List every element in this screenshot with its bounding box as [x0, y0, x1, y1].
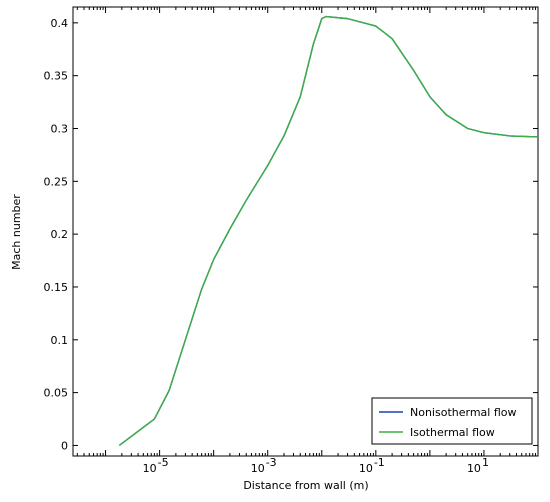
y-tick-label: 0.3	[51, 122, 69, 135]
svg-text:10: 10	[143, 462, 157, 475]
series-line-0	[118, 15, 539, 446]
y-tick-label: 0.15	[44, 281, 69, 294]
x-tick-label: 10 1	[467, 456, 489, 475]
y-tick-label: 0.4	[51, 17, 69, 30]
svg-text:-1: -1	[374, 456, 385, 469]
svg-text:1: 1	[482, 456, 489, 469]
series-layer	[118, 15, 539, 446]
legend-entry-isothermal: Isothermal flow	[410, 426, 495, 439]
svg-text:-3: -3	[266, 456, 277, 469]
x-tick-label: 10 -5	[143, 456, 169, 475]
svg-text:10: 10	[359, 462, 373, 475]
y-tick-label: 0.2	[51, 228, 69, 241]
y-tick-label: 0.05	[44, 387, 69, 400]
series-line-1	[118, 15, 539, 446]
x-tick-label: 10 -3	[251, 456, 277, 475]
y-tick-label: 0	[61, 439, 68, 452]
legend-entry-nonisothermal: Nonisothermal flow	[410, 406, 517, 419]
y-tick-label: 0.25	[44, 175, 69, 188]
y-tick-label: 0.1	[51, 334, 69, 347]
svg-text:-5: -5	[158, 456, 169, 469]
x-axis-label: Distance from wall (m)	[243, 479, 368, 492]
legend: Nonisothermal flow Isothermal flow	[371, 397, 533, 445]
ticks-layer: 00.050.10.150.20.250.30.350.410 -5 10 -3 10-…	[44, 7, 539, 475]
svg-text:10: 10	[251, 462, 265, 475]
y-tick-label: 0.35	[44, 70, 69, 83]
svg-text:10: 10	[467, 462, 481, 475]
y-axis-label: Mach number	[10, 194, 23, 270]
legend-box	[371, 397, 533, 445]
x-tick-label: 10 -1	[359, 456, 385, 475]
